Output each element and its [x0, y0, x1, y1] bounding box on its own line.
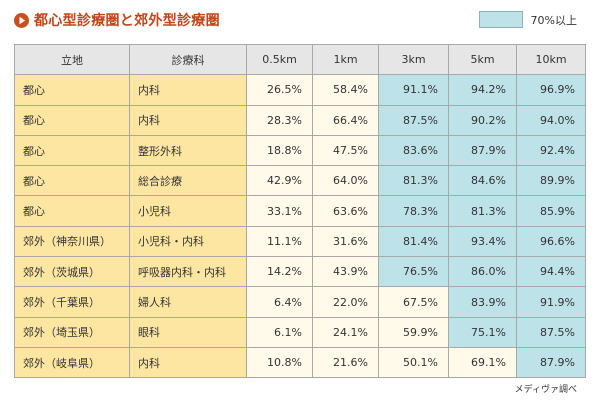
- value-cell: 83.9%: [448, 286, 517, 318]
- location-cell: 都心: [14, 74, 130, 106]
- location-cell: 郊外（埼玉県）: [14, 316, 130, 348]
- table-row: 都心 整形外科 18.8% 47.5% 83.6% 87.9% 92.4%: [14, 134, 586, 167]
- chart-header: 都心型診療圏と郊外型診療圏: [14, 8, 220, 32]
- location-cell: 都心: [14, 134, 130, 167]
- table-row: 都心 総合診療 42.9% 64.0% 81.3% 84.6% 89.9%: [14, 165, 586, 197]
- value-cell: 76.5%: [378, 256, 449, 288]
- value-cell: 11.1%: [246, 225, 313, 258]
- value-cell: 87.5%: [516, 316, 586, 348]
- table-row: 都心 内科 28.3% 66.4% 87.5% 90.2% 94.0%: [14, 104, 586, 136]
- table-row: 郊外（千葉県） 婦人科 6.4% 22.0% 67.5% 83.9% 91.9%: [14, 286, 586, 318]
- value-cell: 26.5%: [246, 74, 313, 106]
- value-cell: 81.4%: [378, 225, 449, 258]
- value-cell: 63.6%: [312, 195, 379, 227]
- table-row: 郊外（埼玉県） 眼科 6.1% 24.1% 59.9% 75.1% 87.5%: [14, 316, 586, 348]
- department-cell: 眼科: [129, 316, 247, 348]
- department-cell: 小児科: [129, 195, 247, 227]
- value-cell: 89.9%: [516, 165, 586, 197]
- value-cell: 18.8%: [246, 134, 313, 167]
- column-header-3km: 3km: [378, 43, 449, 76]
- column-header-department: 診療科: [129, 43, 247, 76]
- value-cell: 21.6%: [312, 346, 379, 379]
- department-cell: 内科: [129, 104, 247, 136]
- location-cell: 郊外（岐阜県）: [14, 346, 130, 379]
- value-cell: 93.4%: [448, 225, 517, 258]
- value-cell: 47.5%: [312, 134, 379, 167]
- value-cell: 22.0%: [312, 286, 379, 318]
- column-header-1km: 1km: [312, 43, 379, 76]
- legend-label: 70%以上: [530, 13, 577, 27]
- value-cell: 24.1%: [312, 316, 379, 348]
- value-cell: 83.6%: [378, 134, 449, 167]
- column-header-0-5km: 0.5km: [246, 43, 313, 76]
- table-body: 都心 内科 26.5% 58.4% 91.1% 94.2% 96.9% 都心 内科 28.3% 66…: [14, 74, 586, 379]
- department-cell: 内科: [129, 346, 247, 379]
- value-cell: 87.5%: [378, 104, 449, 136]
- department-cell: 総合診療: [129, 165, 247, 197]
- value-cell: 96.6%: [516, 225, 586, 258]
- column-header-location: 立地: [14, 43, 130, 76]
- location-cell: 郊外（千葉県）: [14, 286, 130, 318]
- source-note: メディヴァ調べ: [514, 385, 577, 395]
- value-cell: 81.3%: [378, 165, 449, 197]
- location-cell: 都心: [14, 104, 130, 136]
- value-cell: 75.1%: [448, 316, 517, 348]
- department-cell: 婦人科: [129, 286, 247, 318]
- table-row: 郊外（神奈川県） 小児科・内科 11.1% 31.6% 81.4% 93.4% 96.6%: [14, 225, 586, 258]
- value-cell: 66.4%: [312, 104, 379, 136]
- value-cell: 85.9%: [516, 195, 586, 227]
- chart-title: 都心型診療圏と郊外型診療圏: [34, 13, 220, 29]
- column-header-10km: 10km: [516, 43, 586, 76]
- value-cell: 78.3%: [378, 195, 449, 227]
- legend: 70%以上: [478, 11, 577, 28]
- department-cell: 呼吸器内科・内科: [129, 256, 247, 288]
- value-cell: 6.4%: [246, 286, 313, 318]
- table-header-row: 立地 診療科 0.5km 1km 3km 5km 10km: [14, 43, 586, 76]
- value-cell: 43.9%: [312, 256, 379, 288]
- table-row: 都心 内科 26.5% 58.4% 91.1% 94.2% 96.9%: [14, 74, 586, 106]
- value-cell: 64.0%: [312, 165, 379, 197]
- data-table: 立地 診療科 0.5km 1km 3km 5km 10km 都心 内科 26.5% 5…: [14, 43, 586, 379]
- value-cell: 92.4%: [516, 134, 586, 167]
- value-cell: 87.9%: [516, 346, 586, 379]
- value-cell: 14.2%: [246, 256, 313, 288]
- value-cell: 94.4%: [516, 256, 586, 288]
- value-cell: 84.6%: [448, 165, 517, 197]
- value-cell: 69.1%: [448, 346, 517, 379]
- play-circle-icon: [14, 12, 29, 28]
- value-cell: 86.0%: [448, 256, 517, 288]
- value-cell: 42.9%: [246, 165, 313, 197]
- value-cell: 87.9%: [448, 134, 517, 167]
- legend-swatch: [478, 11, 523, 28]
- value-cell: 90.2%: [448, 104, 517, 136]
- value-cell: 81.3%: [448, 195, 517, 227]
- department-cell: 小児科・内科: [129, 225, 247, 258]
- value-cell: 91.1%: [378, 74, 449, 106]
- value-cell: 94.2%: [448, 74, 517, 106]
- table-row: 郊外（岐阜県） 内科 10.8% 21.6% 50.1% 69.1% 87.9%: [14, 346, 586, 379]
- value-cell: 10.8%: [246, 346, 313, 379]
- value-cell: 59.9%: [378, 316, 449, 348]
- value-cell: 96.9%: [516, 74, 586, 106]
- location-cell: 都心: [14, 195, 130, 227]
- table-row: 都心 小児科 33.1% 63.6% 78.3% 81.3% 85.9%: [14, 195, 586, 227]
- value-cell: 91.9%: [516, 286, 586, 318]
- table-row: 郊外（茨城県） 呼吸器内科・内科 14.2% 43.9% 76.5% 86.0% 94.4%: [14, 256, 586, 288]
- location-cell: 都心: [14, 165, 130, 197]
- department-cell: 内科: [129, 74, 247, 106]
- value-cell: 94.0%: [516, 104, 586, 136]
- department-cell: 整形外科: [129, 134, 247, 167]
- value-cell: 50.1%: [378, 346, 449, 379]
- location-cell: 郊外（神奈川県）: [14, 225, 130, 258]
- location-cell: 郊外（茨城県）: [14, 256, 130, 288]
- value-cell: 58.4%: [312, 74, 379, 106]
- column-header-5km: 5km: [448, 43, 517, 76]
- value-cell: 31.6%: [312, 225, 379, 258]
- value-cell: 33.1%: [246, 195, 313, 227]
- value-cell: 67.5%: [378, 286, 449, 318]
- value-cell: 6.1%: [246, 316, 313, 348]
- value-cell: 28.3%: [246, 104, 313, 136]
